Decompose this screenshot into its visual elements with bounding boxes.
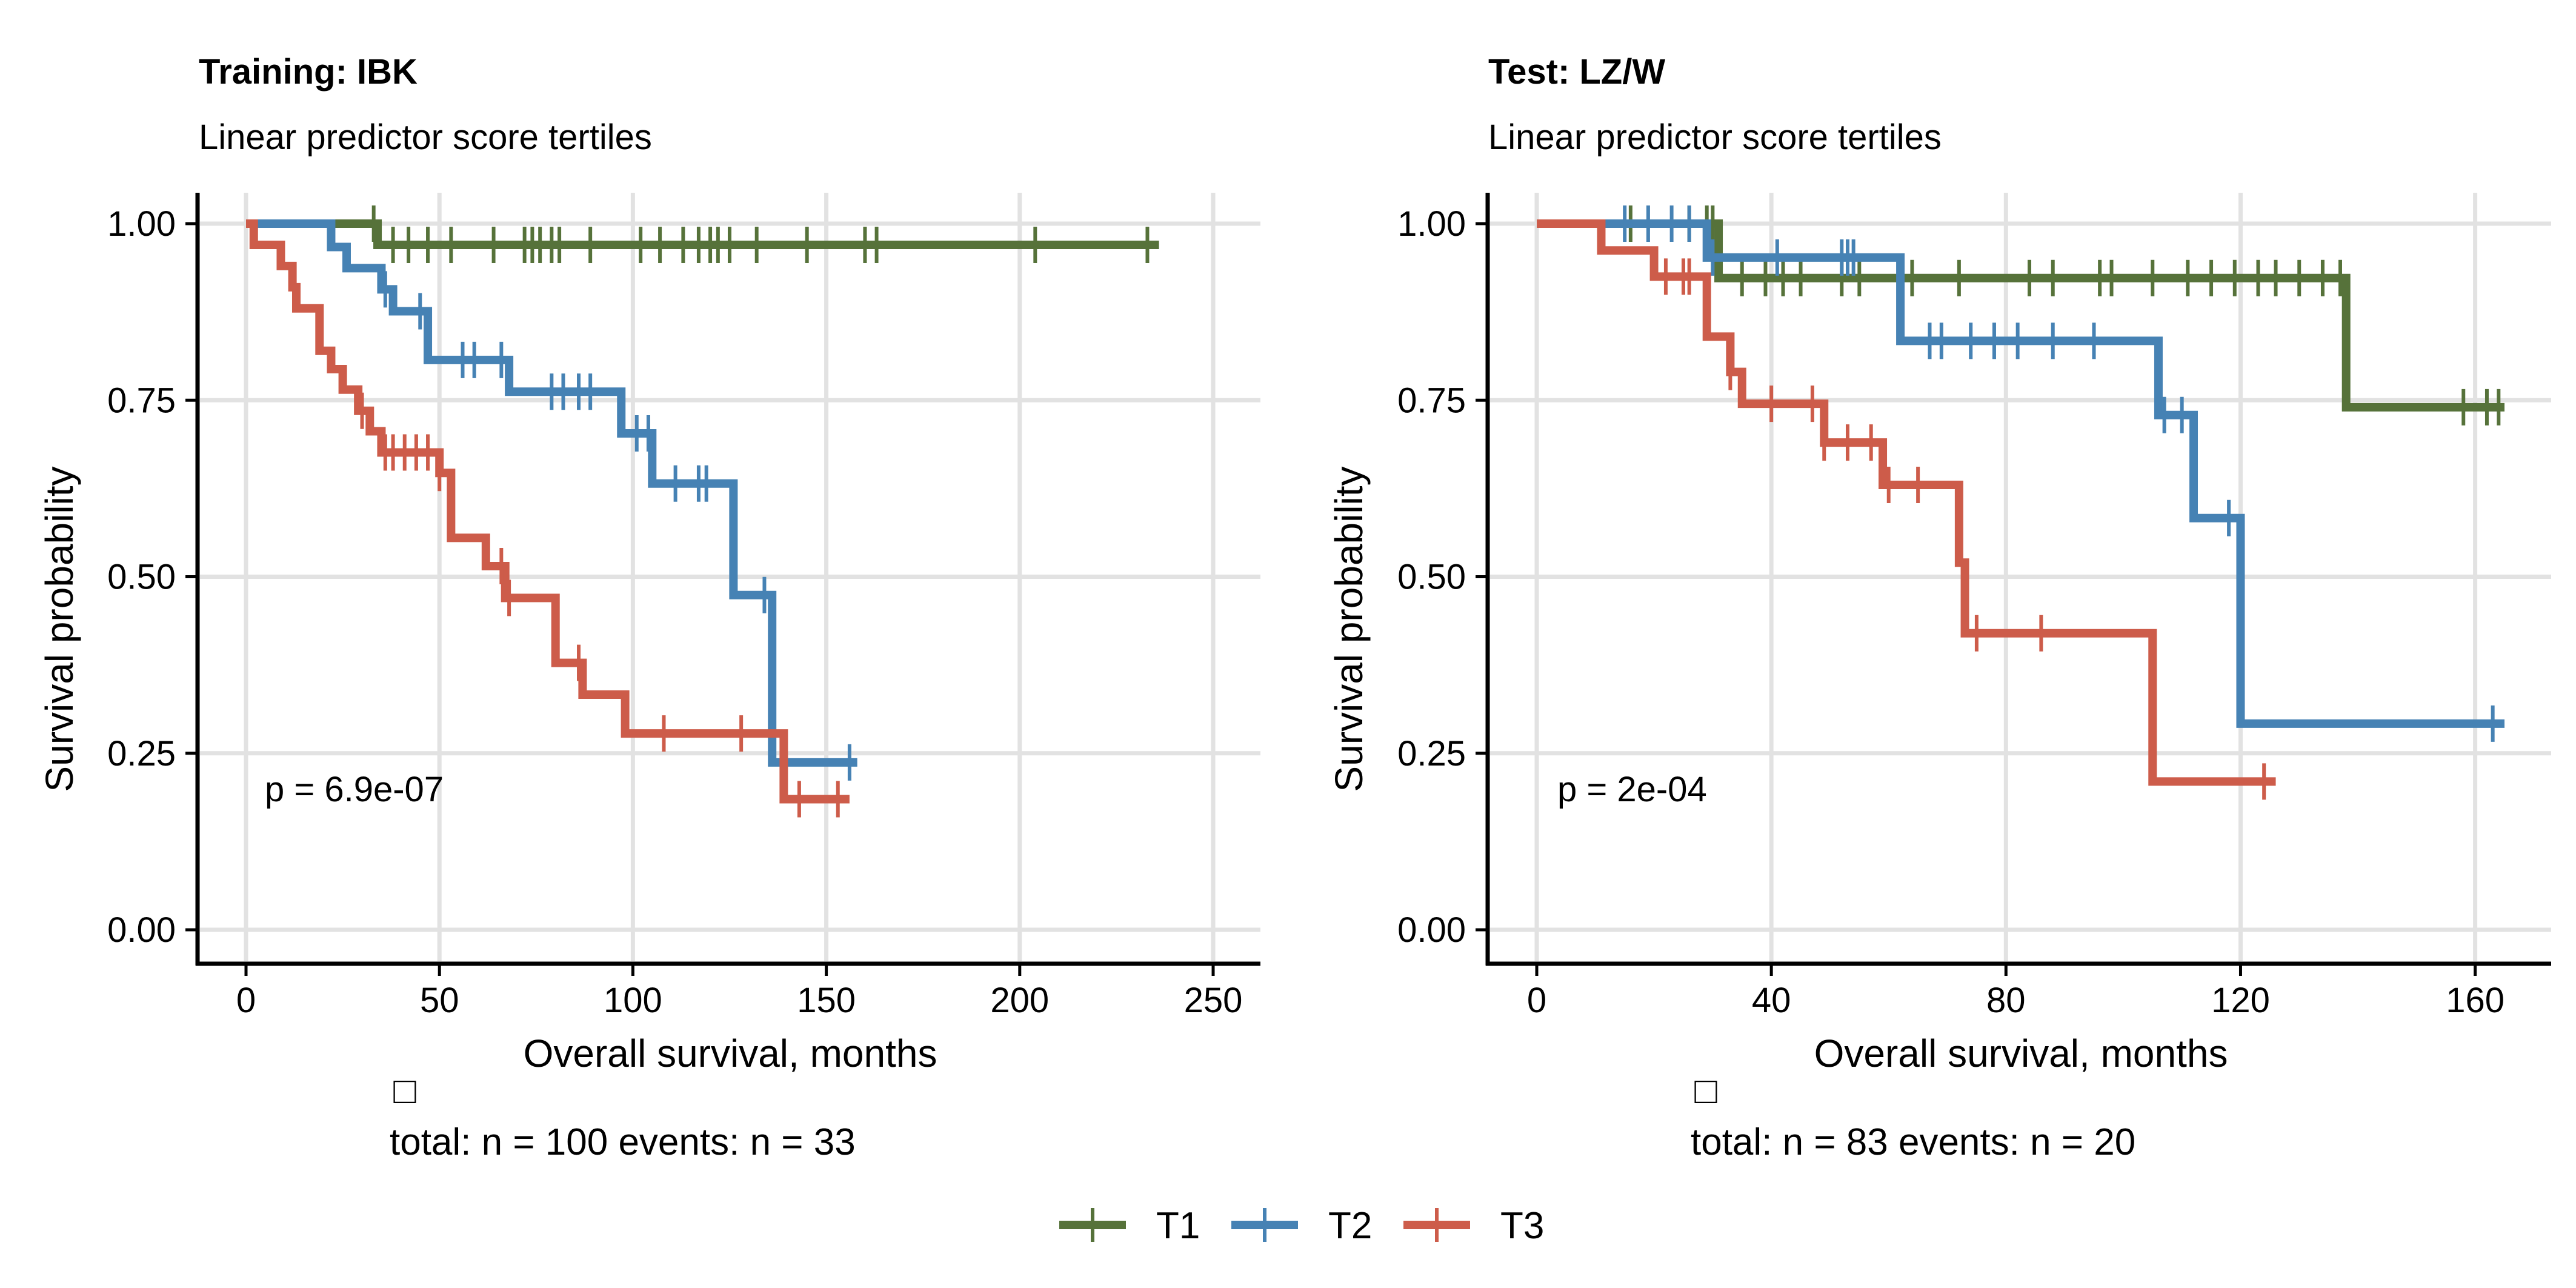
survival-curve <box>1537 219 2504 728</box>
survival-curve <box>246 219 857 767</box>
x-tick-label: 40 <box>1752 981 1791 1020</box>
footer-glyph: □ <box>393 1070 416 1112</box>
x-tick-label: 0 <box>1527 981 1546 1020</box>
legend-label: T2 <box>1328 1205 1372 1247</box>
x-tick-label: 120 <box>2211 981 2270 1020</box>
series-t3 <box>1537 219 2276 800</box>
series-t1 <box>1537 205 2504 425</box>
axes: 0.00 0.25 0.50 0.75 1.00 0 50 100 150 200 250 <box>107 193 1260 1020</box>
footer-glyph: □ <box>1694 1070 1717 1112</box>
axes: 0.00 0.25 0.50 0.75 1.00 0 40 80 120 160 <box>1397 193 2551 1020</box>
series-t1 <box>246 205 1159 263</box>
y-axis-title: Survival probability <box>38 466 81 792</box>
survival-curve <box>246 219 1159 249</box>
panel-subtitle: Linear predictor score tertiles <box>199 118 652 157</box>
risk-summary: total: n = 100 events: n = 33 <box>390 1121 856 1163</box>
x-tick-label: 150 <box>797 981 856 1020</box>
series-t3 <box>246 219 850 818</box>
y-tick-label: 0.75 <box>1397 381 1466 420</box>
x-tick-label: 100 <box>604 981 662 1020</box>
y-tick-label: 1.00 <box>1397 204 1466 244</box>
grid <box>200 193 1260 961</box>
survival-curves <box>1537 205 2504 800</box>
x-tick-label: 250 <box>1184 981 1243 1020</box>
x-tick-label: 80 <box>1986 981 2026 1020</box>
survival-curve <box>1537 219 2504 412</box>
y-tick-label: 1.00 <box>107 204 176 244</box>
y-tick-label: 0.00 <box>107 910 176 950</box>
legend-label: T1 <box>1156 1205 1200 1247</box>
series-t2 <box>1537 205 2504 742</box>
panel-training: Training: IBK Linear predictor score ter… <box>38 52 1260 1163</box>
panel-test: Test: LZ/W Linear predictor score tertil… <box>1327 52 2551 1163</box>
y-axis-title: Survival probability <box>1327 466 1371 792</box>
y-tick-label: 0.00 <box>1397 910 1466 950</box>
panel-subtitle: Linear predictor score tertiles <box>1488 118 1942 157</box>
x-tick-label: 50 <box>420 981 459 1020</box>
survival-curve <box>246 219 850 804</box>
survival-curves <box>246 205 1159 818</box>
risk-summary: total: n = 83 events: n = 20 <box>1691 1121 2135 1163</box>
legend-item-t3: T3 <box>1403 1205 1544 1247</box>
grid <box>1490 193 2551 961</box>
p-value: p = 2e-04 <box>1557 770 1707 809</box>
y-tick-label: 0.25 <box>107 734 176 773</box>
series-t2 <box>246 219 857 781</box>
panel-title: Test: LZ/W <box>1488 52 1665 92</box>
survival-curve <box>1537 219 2276 786</box>
legend-item-t2: T2 <box>1231 1205 1372 1247</box>
p-value: p = 6.9e-07 <box>265 770 444 809</box>
x-tick-label: 160 <box>2446 981 2504 1020</box>
legend-item-t1: T1 <box>1059 1205 1200 1247</box>
legend-label: T3 <box>1500 1205 1544 1247</box>
x-axis-title: Overall survival, months <box>524 1032 937 1075</box>
x-tick-label: 0 <box>236 981 256 1020</box>
y-tick-label: 0.75 <box>107 381 176 420</box>
y-tick-label: 0.50 <box>107 558 176 597</box>
y-tick-label: 0.50 <box>1397 558 1466 597</box>
y-tick-label: 0.25 <box>1397 734 1466 773</box>
legend: T1 T2 T3 <box>1059 1205 1544 1247</box>
x-axis-title: Overall survival, months <box>1814 1032 2228 1075</box>
panel-title: Training: IBK <box>199 52 418 92</box>
x-tick-label: 200 <box>990 981 1049 1020</box>
